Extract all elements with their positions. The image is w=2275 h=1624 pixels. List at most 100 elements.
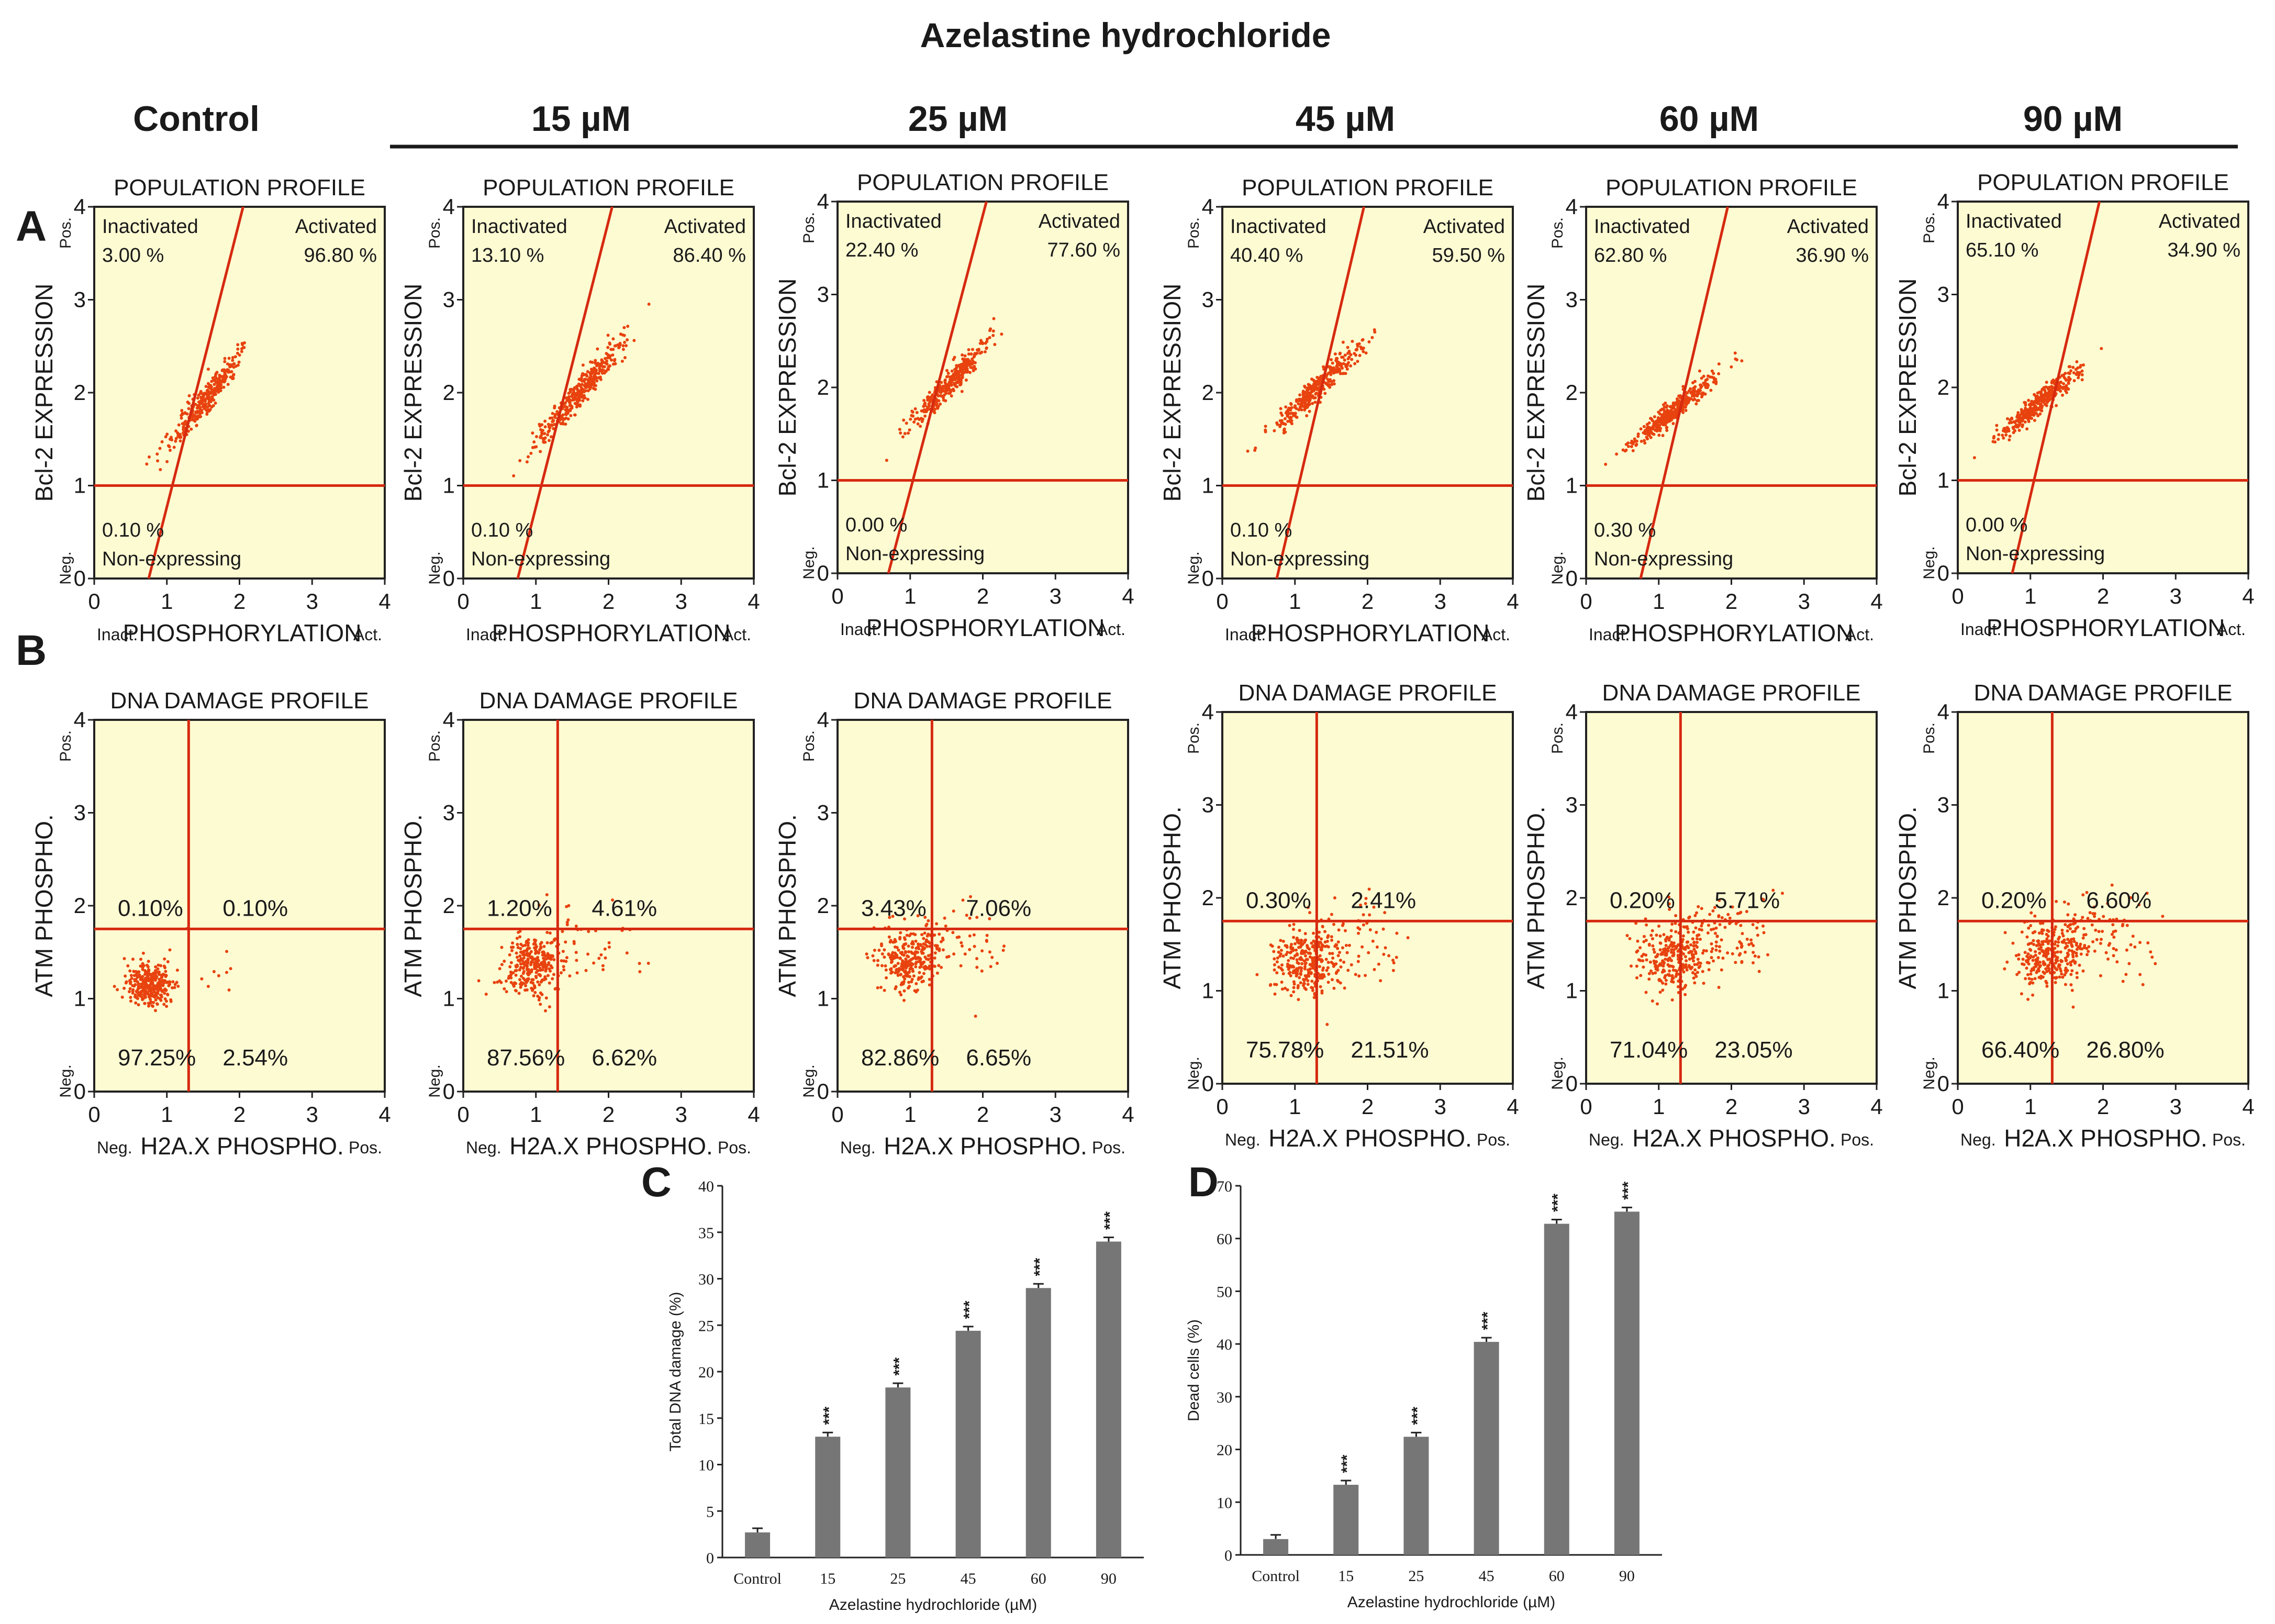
scatter-point <box>919 425 922 428</box>
scatter-point <box>202 405 206 409</box>
scatter-point <box>196 396 199 400</box>
scatter-point <box>590 381 594 385</box>
scatter-point <box>566 918 570 922</box>
scatter-point <box>960 390 964 393</box>
scatter-point <box>916 988 919 992</box>
scatter-point <box>1700 907 1703 910</box>
scatter-point <box>2067 365 2071 369</box>
scatter-point <box>1677 980 1680 983</box>
scatter-point <box>1671 965 1675 969</box>
scatter-point <box>586 952 589 956</box>
scatter-point <box>179 439 182 443</box>
panel-title: DNA DAMAGE PROFILE <box>854 688 1112 714</box>
scatter-point <box>942 393 946 397</box>
scatter-point <box>904 974 907 977</box>
scatter-point <box>2016 411 2020 415</box>
scatter-point <box>552 958 556 961</box>
scatter-point <box>539 450 542 453</box>
scatter-point <box>1285 409 1289 413</box>
scatter-point <box>1639 427 1643 431</box>
quadrant-lower-left: 82.86% <box>861 1045 939 1071</box>
scatter-point <box>606 346 610 349</box>
scatter-point <box>1714 382 1718 385</box>
scatter-point <box>1297 408 1301 411</box>
scatter-point <box>1667 973 1671 976</box>
scatter-point <box>1702 374 1705 378</box>
scatter-point <box>2032 403 2036 406</box>
column-header-5: 90 µM <box>2023 99 2123 139</box>
scatter-point <box>1306 979 1310 983</box>
scatter-point <box>581 363 585 367</box>
scatter-point <box>1287 406 1291 410</box>
scatter-point <box>1713 906 1716 909</box>
scatter-point <box>1698 369 1701 373</box>
scatter-point <box>903 977 907 981</box>
scatter-point <box>155 452 159 456</box>
y-tick-label: 3 <box>1566 287 1578 312</box>
y-tick-label: 4 <box>817 189 829 214</box>
x-tick-label: 0 <box>457 1102 469 1127</box>
bar-45 <box>955 1330 981 1558</box>
y-end-label-top: Pos. <box>57 217 74 249</box>
scatter-point <box>1991 440 1995 443</box>
scatter-point <box>2032 408 2035 411</box>
scatter-point <box>1717 362 1721 366</box>
quadrant-upper-right: 0.10% <box>222 895 288 921</box>
scatter-point <box>583 396 587 400</box>
scatter-point <box>2045 937 2049 941</box>
scatter-point <box>525 940 528 943</box>
scatter-point <box>2011 426 2015 429</box>
scatter-point <box>989 965 992 969</box>
y-tick-label: 2 <box>1566 380 1578 405</box>
scatter-point <box>1280 963 1284 967</box>
scatter-point <box>215 381 218 384</box>
scatter-point <box>923 414 927 418</box>
scatter-point <box>1307 972 1311 975</box>
bar-90 <box>1096 1241 1121 1558</box>
value-inactivated: 22.40 % <box>845 239 918 261</box>
scatter-point <box>206 368 210 371</box>
scatter-point <box>1677 958 1680 961</box>
scatter-point <box>152 977 156 981</box>
x-end-label-left: Neg. <box>466 1138 501 1157</box>
scatter-point <box>1326 384 1330 387</box>
scatter-point <box>907 950 910 953</box>
scatter-point <box>907 955 910 959</box>
scatter-point <box>897 948 900 952</box>
scatter-point <box>204 385 208 388</box>
scatter-point <box>143 973 147 976</box>
y-axis-label: Bcl-2 EXPRESSION <box>1894 279 1921 497</box>
scatter-point <box>1604 462 1608 466</box>
y-tick-label: 25 <box>698 1317 714 1334</box>
scatter-point <box>1303 391 1307 395</box>
y-tick-label: 3 <box>817 800 829 825</box>
scatter-point <box>1321 945 1324 949</box>
label-activated: Activated <box>664 216 746 238</box>
scatter-point <box>1668 969 1671 973</box>
scatter-point <box>1310 986 1313 989</box>
scatter-point <box>1757 970 1761 973</box>
y-tick-label: 70 <box>1217 1178 1232 1195</box>
scatter-point <box>889 968 893 972</box>
scatter-point <box>1652 948 1656 951</box>
scatter-point <box>129 996 132 999</box>
scatter-point <box>1280 414 1284 417</box>
scatter-point <box>1318 973 1322 977</box>
scatter-point <box>2017 429 2021 432</box>
scatter-point <box>1342 362 1345 365</box>
scatter-point <box>1635 439 1638 443</box>
scatter-point <box>1664 402 1667 405</box>
scatter-point <box>1295 416 1299 419</box>
scatter-point <box>928 941 931 945</box>
scatter-point <box>2075 954 2078 958</box>
scatter-point <box>945 375 949 379</box>
scatter-point <box>945 389 949 392</box>
scatter-point <box>535 435 538 438</box>
scatter-point <box>1273 992 1277 996</box>
value-activated: 77.60 % <box>1047 239 1120 261</box>
scatter-point <box>1664 958 1667 961</box>
scatter-point <box>597 956 601 960</box>
scatter-point <box>1330 935 1333 939</box>
x-tick-label: Control <box>1252 1567 1300 1585</box>
scatter-point <box>1290 422 1293 426</box>
